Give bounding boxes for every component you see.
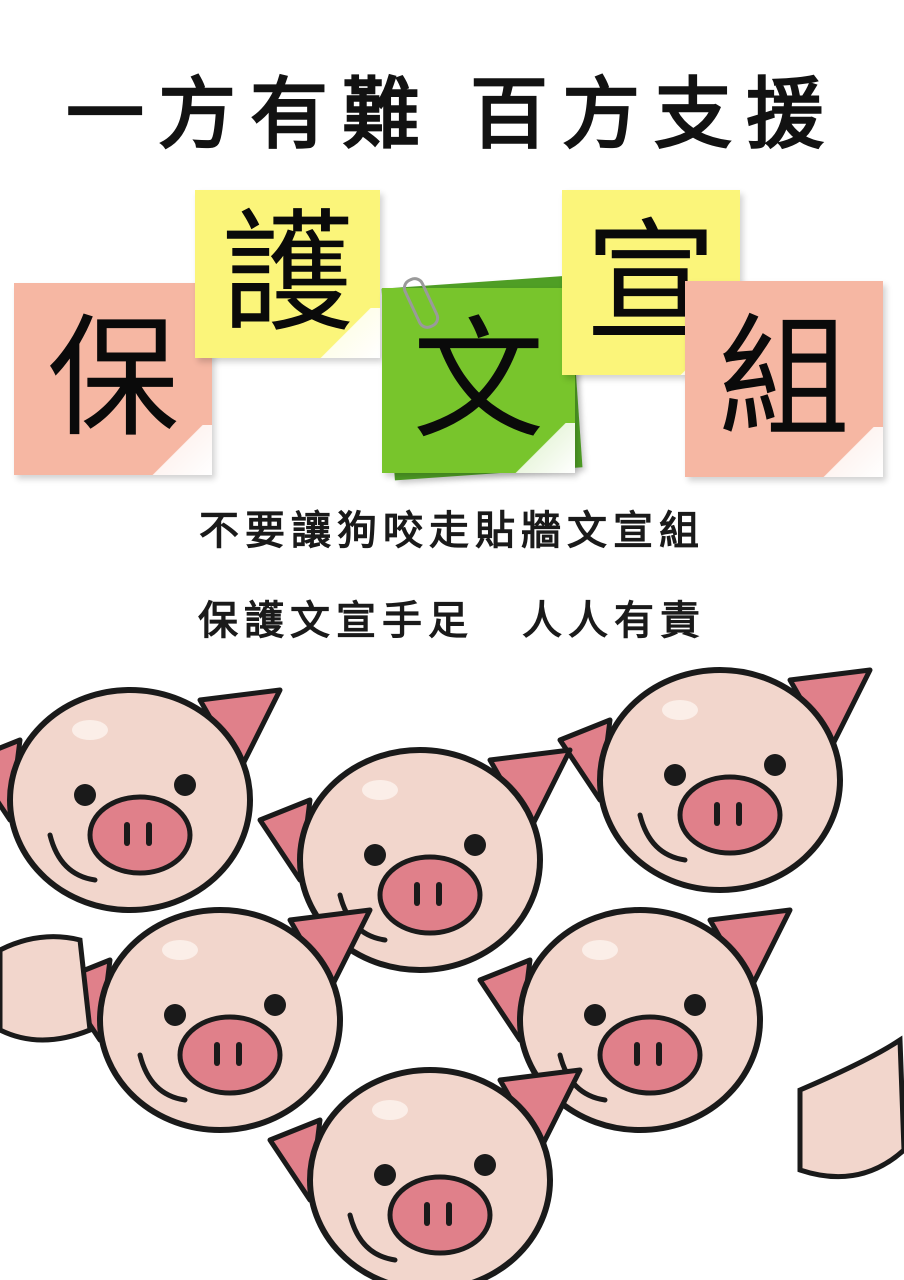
headline-left: 一方有難 [65, 69, 434, 160]
sticky-note-5: 組 [685, 281, 883, 477]
pig-1 [0, 690, 280, 910]
note-char-1: 保 [47, 302, 179, 456]
sticky-note-2: 護 [195, 190, 380, 358]
headline: 一方有難 百方支援 [0, 52, 904, 164]
sticky-note-1: 保 [14, 283, 212, 475]
slogan-2-left: 保護文宣手足 [198, 597, 474, 644]
pig-4 [60, 910, 370, 1130]
pigs-illustration [0, 630, 904, 1280]
note-char-5: 組 [718, 302, 850, 456]
slogan-2: 保護文宣手足 人人有責 [0, 588, 904, 646]
headline-right: 百方支援 [470, 69, 839, 160]
sticky-note-3: 文 [382, 288, 575, 473]
slogan-2-right: 人人有責 [522, 597, 706, 644]
pig-2 [560, 670, 870, 890]
pig-arm-2 [0, 934, 93, 1043]
pig-arm-1 [797, 1035, 904, 1180]
pig-6 [270, 1070, 580, 1280]
slogan-1: 不要讓狗咬走貼牆文宣組 [199, 507, 705, 554]
